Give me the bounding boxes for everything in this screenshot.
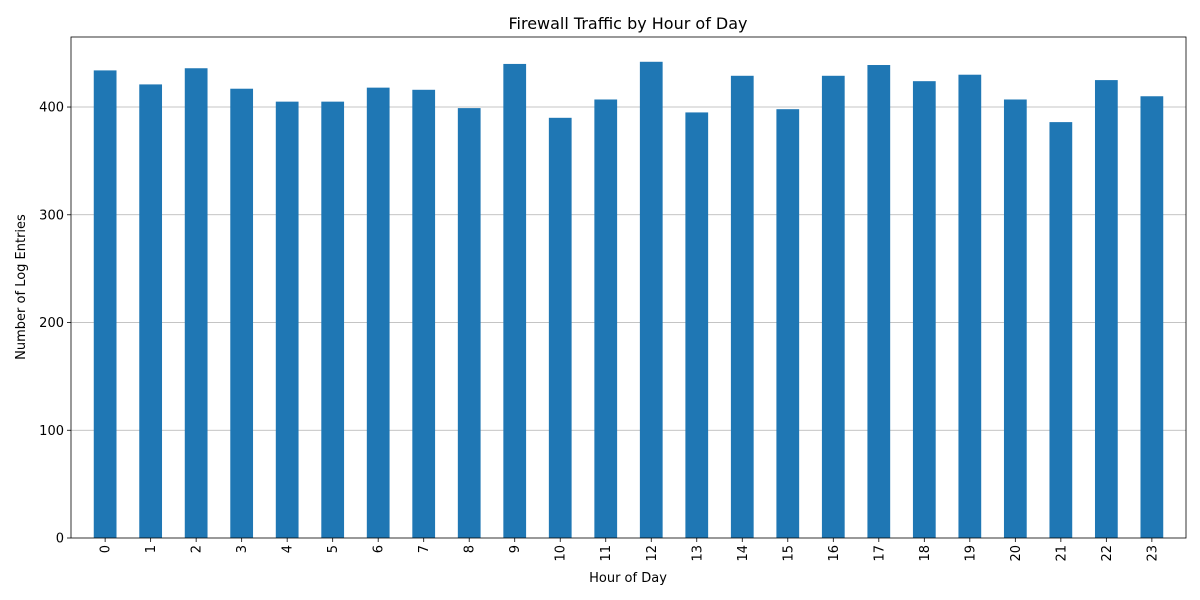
bar-hour-5	[321, 101, 345, 538]
x-tick-label: 8	[463, 545, 478, 553]
bar-hour-2	[184, 68, 208, 538]
bar-hour-10	[548, 117, 572, 538]
bar-hour-1	[139, 84, 163, 539]
x-tick-label: 11	[599, 545, 614, 562]
bar-hour-9	[503, 63, 527, 538]
x-tick-label: 12	[645, 545, 660, 562]
x-tick-label: 6	[372, 545, 387, 553]
x-tick-label: 2	[190, 545, 205, 553]
x-tick-label: 4	[281, 545, 296, 553]
x-tick-label: 9	[508, 545, 523, 553]
bar-hour-17	[867, 65, 891, 538]
x-tick-label: 19	[963, 545, 978, 562]
y-tick-label: 400	[39, 101, 64, 116]
y-axis-label: Number of Log Entries	[14, 214, 29, 360]
bar-hour-6	[366, 87, 390, 539]
bar-hour-23	[1140, 96, 1164, 539]
bar-hour-13	[685, 112, 709, 538]
bar-hour-15	[776, 109, 800, 538]
bar-hour-3	[230, 88, 254, 538]
bar-hour-7	[412, 89, 436, 538]
bars	[93, 61, 1164, 539]
x-tick-label: 18	[918, 545, 933, 562]
x-tick-label: 7	[417, 545, 432, 553]
bar-hour-4	[275, 101, 299, 538]
x-tick-label: 3	[235, 545, 250, 553]
y-gridlines	[71, 106, 1186, 431]
x-tick-label: 16	[827, 545, 842, 562]
x-axis-label: Hour of Day	[589, 571, 667, 586]
x-tick-label: 10	[554, 545, 569, 562]
x-axis-ticks: 0 1 2 3 4 5 6 7 8 9 10 11 12 13 14 15 16 17 18 19 20 21 22 23	[99, 538, 1160, 562]
x-tick-label: 13	[690, 545, 705, 562]
bar-hour-12	[639, 61, 663, 539]
x-tick-label: 22	[1100, 545, 1115, 562]
bar-hour-18	[912, 81, 936, 538]
y-axis-ticks: 0 100 200 300 400	[39, 101, 71, 547]
x-tick-label: 15	[781, 545, 796, 562]
y-tick-label: 100	[39, 424, 64, 439]
y-tick-label: 200	[39, 316, 64, 331]
bar-hour-0	[93, 70, 117, 539]
bar-hour-14	[730, 75, 754, 538]
bar-hour-20	[1003, 99, 1027, 538]
x-tick-label: 14	[736, 545, 751, 562]
bar-hour-22	[1094, 80, 1118, 538]
plot-frame	[70, 36, 1187, 539]
bar-hour-11	[594, 99, 618, 538]
bar-hour-21	[1049, 122, 1073, 539]
x-tick-label: 20	[1009, 545, 1024, 562]
bar-hour-19	[958, 74, 982, 538]
y-tick-label: 0	[56, 532, 64, 547]
x-tick-label: 1	[144, 545, 159, 553]
x-tick-label: 5	[326, 545, 341, 553]
bar-hour-8	[457, 108, 481, 538]
x-tick-label: 17	[872, 545, 887, 562]
y-tick-label: 300	[39, 208, 64, 223]
x-tick-label: 21	[1054, 545, 1069, 562]
chart-title: Firewall Traffic by Hour of Day	[508, 14, 747, 33]
x-tick-label: 23	[1145, 545, 1160, 562]
bar-hour-16	[821, 75, 845, 538]
x-tick-label: 0	[99, 545, 114, 553]
